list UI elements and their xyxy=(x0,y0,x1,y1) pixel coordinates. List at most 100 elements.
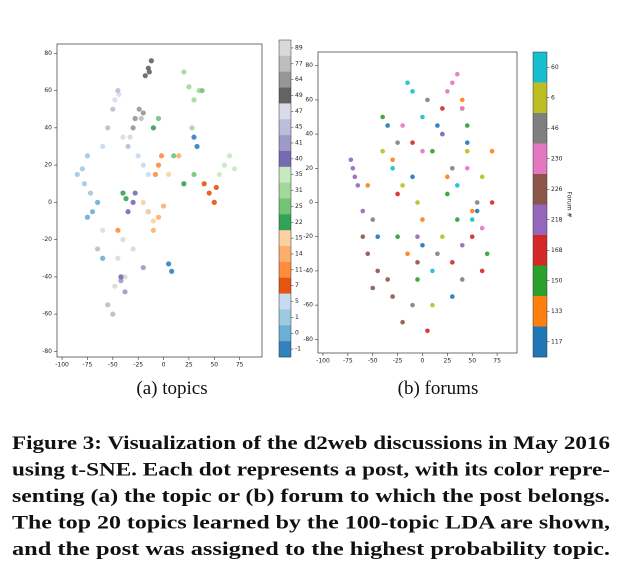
point xyxy=(415,260,420,265)
point xyxy=(420,217,425,222)
colorbar-swatch xyxy=(279,103,291,120)
point xyxy=(355,183,361,188)
point xyxy=(123,196,129,202)
point xyxy=(455,71,460,77)
colorbar-label: 5 xyxy=(295,298,299,305)
point xyxy=(105,125,111,131)
point xyxy=(474,200,480,205)
point xyxy=(440,234,445,240)
colorbar-swatch xyxy=(533,113,547,144)
colorbar-label: 60 xyxy=(551,64,559,71)
point xyxy=(191,134,197,140)
point xyxy=(150,125,157,131)
point xyxy=(375,234,381,240)
x-tick-label: -75 xyxy=(343,358,353,365)
point xyxy=(231,166,238,172)
point xyxy=(385,277,390,282)
y-tick-label: -60 xyxy=(42,311,52,318)
y-tick-label: 60 xyxy=(44,87,52,94)
caption-line: The top 20 topics learned by the 100-top… xyxy=(12,514,610,534)
y-tick-label: 40 xyxy=(44,124,52,131)
point xyxy=(464,140,470,145)
y-tick-label: 20 xyxy=(305,165,313,172)
subcaption: (a) topics xyxy=(136,378,207,399)
point xyxy=(100,143,106,150)
point xyxy=(138,115,144,122)
point xyxy=(479,268,485,274)
colorbar-swatch xyxy=(279,135,291,152)
y-tick-label: 40 xyxy=(305,131,313,138)
y-tick-label: 80 xyxy=(305,62,313,69)
colorbar-label: 11 xyxy=(295,266,303,273)
point xyxy=(365,251,371,257)
plot-frame xyxy=(56,43,263,358)
point xyxy=(142,73,148,79)
point xyxy=(135,153,141,159)
point xyxy=(191,97,197,103)
subcaption: (b) forums xyxy=(398,378,479,399)
colorbar-swatch xyxy=(279,277,291,294)
colorbar-label: 0 xyxy=(295,330,299,337)
colorbar-frame xyxy=(278,39,292,358)
point xyxy=(370,217,376,222)
point xyxy=(425,97,430,103)
point xyxy=(130,125,136,131)
point xyxy=(94,246,101,252)
colorbar-label: 133 xyxy=(551,308,563,315)
point xyxy=(370,285,376,291)
point xyxy=(440,131,445,137)
point xyxy=(115,255,121,261)
point xyxy=(74,171,80,178)
x-tick-label: 0 xyxy=(162,362,166,369)
point xyxy=(84,153,91,159)
y-tick-label: -80 xyxy=(42,348,52,355)
colorbar-swatch xyxy=(279,182,291,199)
colorbar-swatch xyxy=(279,325,291,342)
point xyxy=(112,97,118,103)
point xyxy=(132,115,138,122)
caption-line: Figure 3: Visualization of the d2web dis… xyxy=(12,434,610,454)
point xyxy=(122,274,128,280)
point xyxy=(186,84,192,90)
colorbar-swatch xyxy=(279,246,291,263)
colorbar-label: 6 xyxy=(551,94,555,101)
point xyxy=(474,208,480,214)
colorbar-label: 89 xyxy=(295,44,303,51)
point xyxy=(420,242,425,248)
colorbar-swatch xyxy=(279,119,291,136)
point xyxy=(115,87,121,94)
point xyxy=(410,302,415,308)
point xyxy=(459,242,465,248)
point xyxy=(100,255,106,261)
point xyxy=(405,251,410,257)
point xyxy=(130,246,136,252)
colorbar-swatch xyxy=(279,261,291,279)
point xyxy=(122,289,128,295)
point xyxy=(145,209,151,215)
caption-line: senting (a) the topic or (b) forum to wh… xyxy=(12,487,610,507)
x-tick-label: 75 xyxy=(493,358,501,365)
x-tick-label: -50 xyxy=(368,358,378,365)
colorbar-swatch xyxy=(533,174,547,205)
point xyxy=(120,237,126,243)
point xyxy=(189,125,195,131)
colorbar-swatch xyxy=(533,265,547,297)
colorbar-label: -1 xyxy=(295,346,301,353)
point xyxy=(395,234,400,240)
point xyxy=(375,268,381,274)
y-tick-label: 60 xyxy=(305,96,313,103)
colorbar-swatch xyxy=(279,293,291,310)
point xyxy=(194,143,200,150)
point xyxy=(155,115,162,122)
caption-line: and the post was assigned to the highest… xyxy=(12,540,610,560)
y-tick-label: -40 xyxy=(42,273,52,280)
point xyxy=(118,278,124,284)
x-tick-label: -100 xyxy=(316,358,330,365)
point xyxy=(469,208,475,214)
x-tick-label: 50 xyxy=(468,358,476,365)
point xyxy=(140,199,146,205)
point xyxy=(206,190,212,196)
point xyxy=(360,234,366,240)
colorbar-swatch xyxy=(533,82,547,114)
point xyxy=(430,302,435,308)
